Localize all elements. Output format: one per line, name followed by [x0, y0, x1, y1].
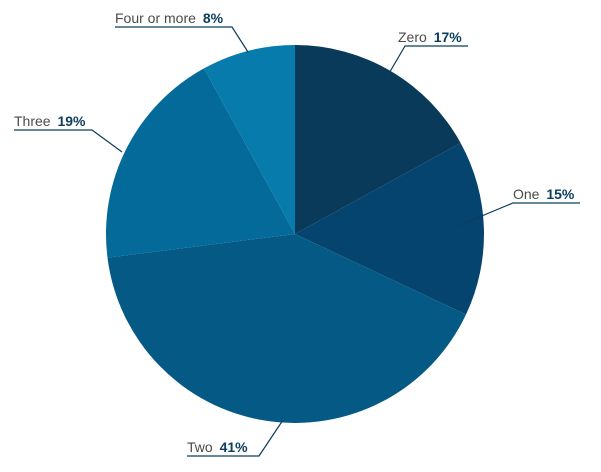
slice-label-name: Four or more: [115, 10, 200, 26]
leader-line: [383, 45, 468, 83]
pie-slice-one: [295, 142, 484, 315]
slice-label-name: One: [513, 186, 543, 202]
slice-label-name: Two: [187, 439, 217, 455]
leader-line: [187, 419, 284, 457]
pie-slices: [105, 45, 484, 423]
slice-label-value: 41%: [220, 439, 249, 455]
slice-label-value: 17%: [434, 29, 463, 45]
slice-label-name: Three: [14, 113, 54, 129]
pie-slice-zero: [295, 45, 461, 234]
slice-label: One 15%: [513, 186, 575, 202]
slice-label-value: 8%: [203, 10, 224, 26]
pie-slice-three: [105, 68, 295, 258]
slice-label-value: 19%: [57, 113, 86, 129]
leader-line: [459, 202, 580, 226]
pie-slice-two: [107, 234, 467, 423]
slice-label: Two 41%: [187, 439, 248, 455]
slice-label: Four or more 8%: [115, 10, 224, 26]
leader-line: [14, 129, 123, 153]
pie-labels: Zero 17% One 15% Two 41% Three 19% Four or m…: [14, 10, 580, 457]
slice-label-name: Zero: [398, 29, 431, 45]
pie-slice-four-or-more: [203, 45, 295, 234]
slice-label-value: 15%: [546, 186, 575, 202]
slice-label: Three 19%: [14, 113, 86, 129]
leader-line: [115, 26, 249, 53]
slice-label: Zero 17%: [398, 29, 462, 45]
